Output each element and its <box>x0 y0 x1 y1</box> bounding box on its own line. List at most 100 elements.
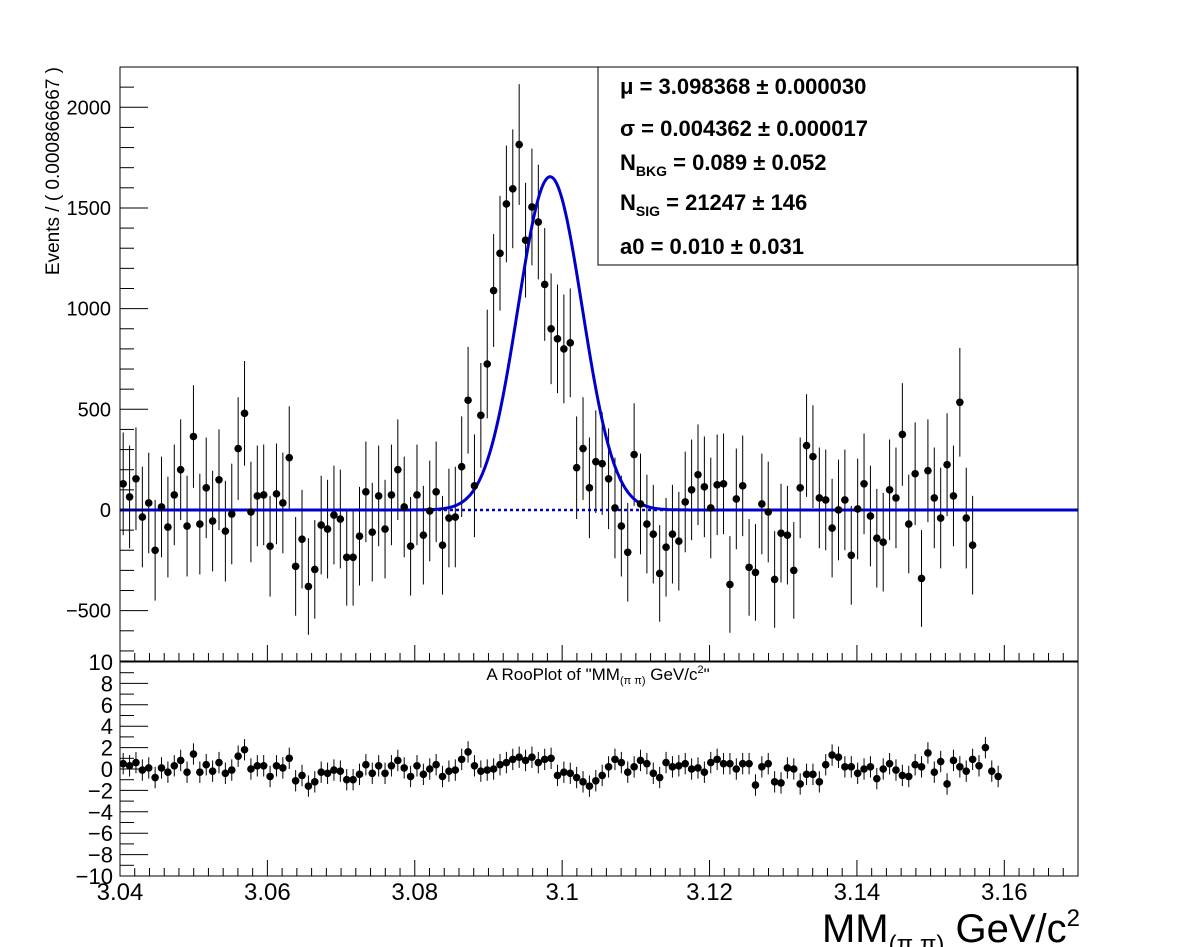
pull-data-point <box>387 761 396 770</box>
main-data-point <box>381 525 389 533</box>
pull-data-point <box>617 758 626 767</box>
pull-data-point <box>221 769 230 778</box>
pull-data-point <box>227 766 236 774</box>
pull-data-point <box>994 772 1002 781</box>
main-data-point <box>432 488 440 496</box>
pull-data-point <box>643 759 651 768</box>
pull-data-point <box>655 773 664 782</box>
pull-data-point <box>770 778 779 786</box>
pull-data-point <box>809 770 817 779</box>
pull-data-point <box>438 772 447 781</box>
main-data-point <box>719 480 728 488</box>
pull-data-point <box>157 764 166 772</box>
main-data-point <box>374 492 383 500</box>
main-data-point <box>419 531 428 539</box>
x-tick-label: 3.06 <box>244 879 291 906</box>
pull-data-point <box>758 763 766 771</box>
main-data-point <box>445 514 453 522</box>
pull-data-point <box>700 768 709 777</box>
pull-data-point <box>349 775 357 784</box>
main-data-point <box>413 491 421 499</box>
pull-data-point <box>240 745 249 754</box>
main-data-point <box>202 484 211 492</box>
main-data-point <box>406 542 415 551</box>
main-data-point <box>477 411 485 420</box>
main-data-point <box>745 563 753 572</box>
main-data-point <box>898 430 907 439</box>
main-data-point <box>119 480 127 488</box>
main-data-point <box>758 500 766 508</box>
main-data-point <box>726 580 734 589</box>
x-tick-label: 3.08 <box>391 879 438 906</box>
pull-data-point <box>362 760 370 769</box>
main-data-point <box>183 522 191 530</box>
main-data-point <box>189 432 198 441</box>
pull-data-point <box>234 752 242 760</box>
pull-data-point <box>279 764 287 772</box>
x-axis-label: MM(π π) GeV/c2 <box>822 905 1080 947</box>
pull-data-point <box>592 776 600 785</box>
pull-data-point <box>604 763 613 771</box>
pull-data-point <box>777 779 785 787</box>
pull-data-point <box>987 767 996 775</box>
pull-title-sub: (π π) <box>620 675 646 687</box>
main-y-tick-label: 1000 <box>67 299 112 321</box>
pull-data-point <box>738 759 747 768</box>
fit-parameter-line: NSIG = 21247 ± 146 <box>620 190 807 219</box>
main-data-point <box>349 553 357 562</box>
main-data-point <box>138 513 147 521</box>
pull-data-point <box>681 759 690 768</box>
fit-parameter-line: μ = 3.098368 ± 0.000030 <box>620 74 866 99</box>
pull-y-tick-label: −4 <box>88 800 113 825</box>
pull-data-point <box>611 755 619 764</box>
pull-data-point <box>623 768 632 777</box>
pull-data-point <box>726 759 734 768</box>
pull-data-point <box>144 764 153 772</box>
pull-data-point <box>847 763 856 771</box>
main-data-point <box>783 531 792 539</box>
main-data-point <box>291 562 300 571</box>
main-data-point <box>732 495 741 503</box>
pull-y-tick-label: 0 <box>101 757 113 782</box>
pull-data-point <box>956 763 964 771</box>
pull-data-point <box>183 768 191 777</box>
pull-data-point <box>796 780 804 788</box>
main-data-point <box>777 529 785 537</box>
pull-data-point <box>732 765 741 773</box>
pull-title-sup: 2 <box>697 664 703 676</box>
pull-y-tick-label: 8 <box>101 671 113 696</box>
main-data-point <box>802 441 811 450</box>
pull-data-point <box>866 763 875 771</box>
pull-data-point <box>841 763 849 771</box>
main-data-point <box>164 523 172 531</box>
main-data-point <box>834 506 843 514</box>
main-data-point <box>285 453 294 462</box>
pull-data-point <box>259 761 268 770</box>
main-y-tick-label: 500 <box>78 399 111 421</box>
main-data-point <box>892 494 900 502</box>
main-data-point <box>879 538 888 546</box>
main-data-point <box>144 499 153 507</box>
main-data-point <box>196 520 204 528</box>
main-data-point <box>936 514 945 522</box>
main-data-point <box>904 520 913 528</box>
main-data-point <box>368 528 377 536</box>
pull-data-point <box>374 761 383 770</box>
main-data-point <box>681 498 690 506</box>
pull-data-point <box>489 765 498 773</box>
x-tick-label: 3.12 <box>686 879 733 906</box>
main-data-point <box>451 513 460 521</box>
fit-parameters-box: μ = 3.098368 ± 0.000030 σ = 0.004362 ± 0.… <box>597 66 1078 266</box>
main-data-point <box>540 280 549 289</box>
pull-data-point <box>962 767 971 775</box>
main-data-point <box>636 500 645 508</box>
pull-data-point <box>892 766 900 774</box>
pull-data-point <box>534 758 543 767</box>
main-data-point <box>496 249 504 258</box>
main-data-point <box>962 514 971 522</box>
main-data-point <box>170 491 179 499</box>
pull-data-point <box>425 765 434 773</box>
main-data-point <box>342 553 351 562</box>
pull-data-point <box>668 763 677 771</box>
main-data-point <box>247 508 255 516</box>
